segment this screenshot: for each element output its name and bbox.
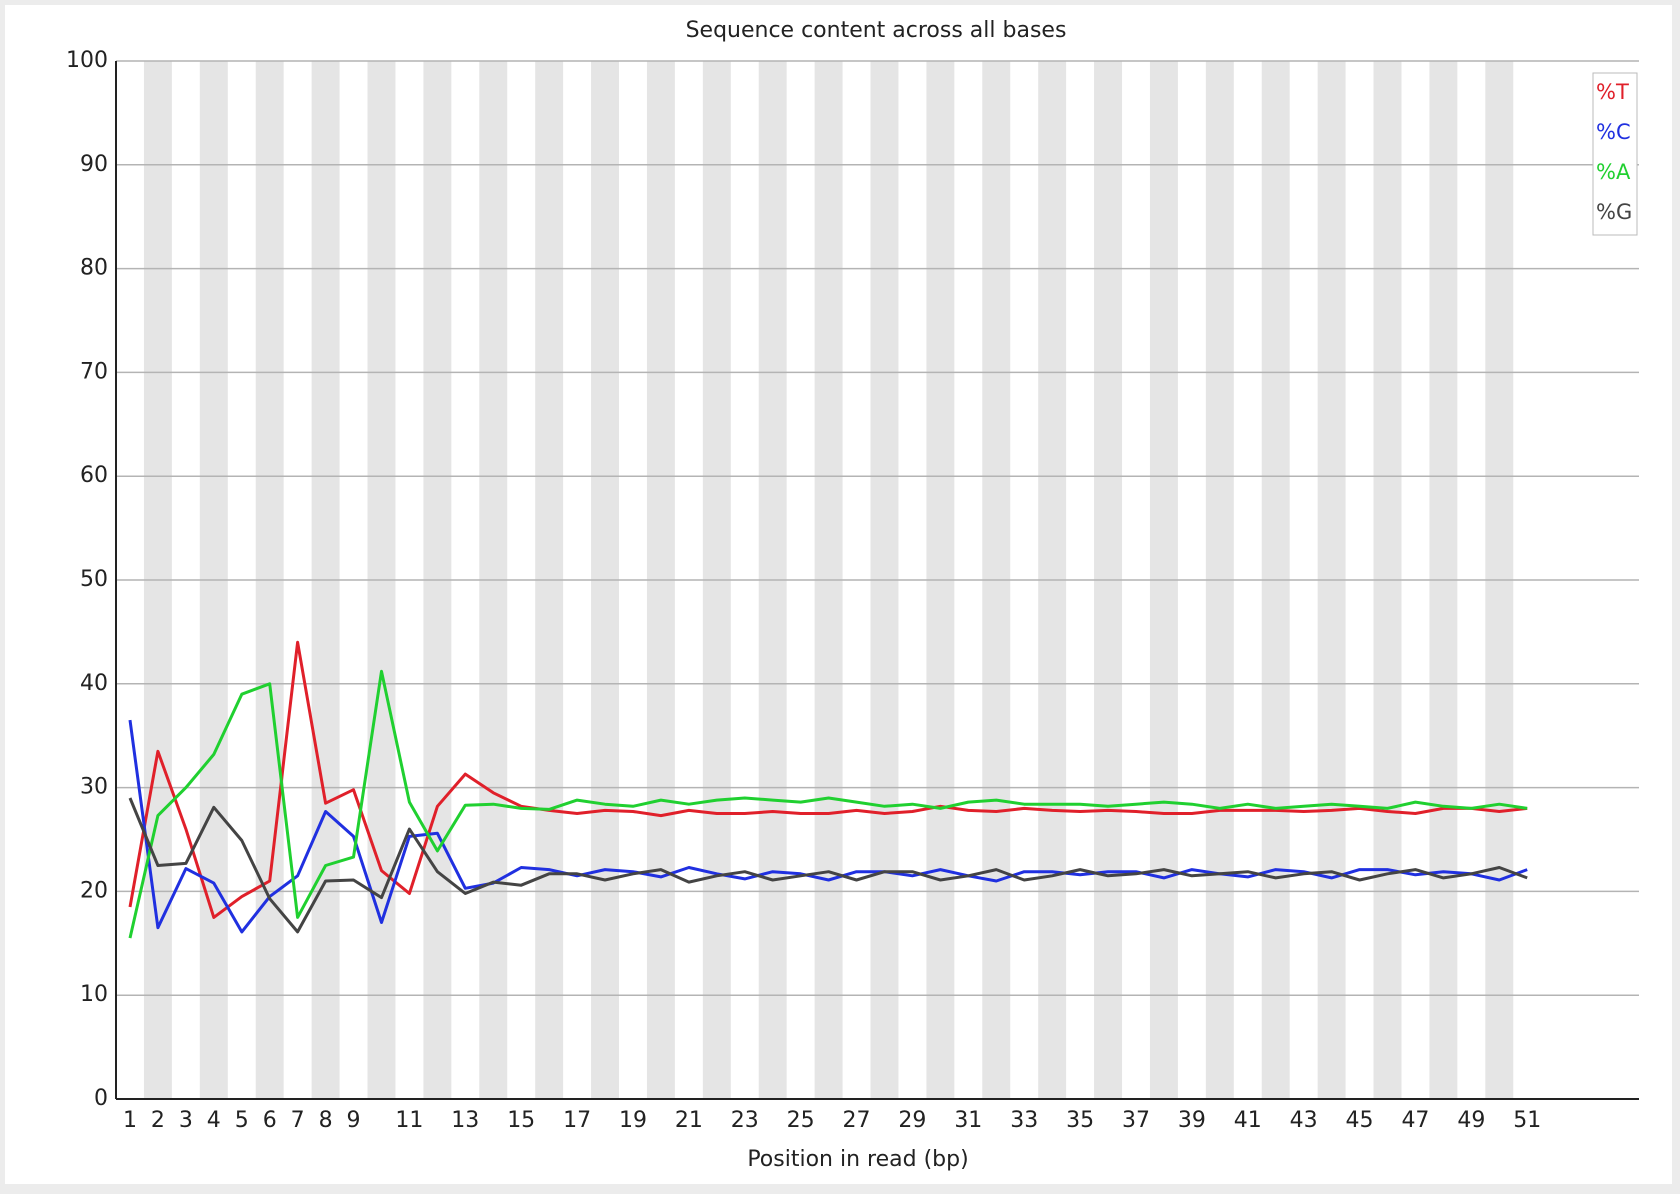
x-tick-label: 25	[787, 1108, 815, 1133]
x-tick-label: 41	[1234, 1108, 1262, 1133]
x-tick-label: 39	[1178, 1108, 1206, 1133]
y-tick-label: 20	[80, 878, 108, 903]
chart-title: Sequence content across all bases	[686, 18, 1067, 43]
y-tick-label: 40	[80, 671, 108, 696]
x-tick-label: 29	[898, 1108, 926, 1133]
x-axis-label: Position in read (bp)	[747, 1147, 968, 1172]
legend-entry: %G	[1596, 200, 1632, 224]
legend-box	[1592, 72, 1638, 236]
x-tick-label: 21	[675, 1108, 703, 1133]
y-tick-label: 0	[94, 1086, 108, 1111]
legend-entry: %C	[1596, 120, 1631, 144]
x-tick-label: 33	[1010, 1108, 1038, 1133]
y-tick-label: 80	[80, 256, 108, 281]
y-tick-label: 70	[80, 359, 108, 384]
legend-entry: %T	[1596, 80, 1629, 104]
x-tick-label: 6	[263, 1108, 277, 1133]
x-tick-label: 19	[619, 1108, 647, 1133]
x-tick-label: 11	[395, 1108, 423, 1133]
series-line	[128, 640, 1528, 919]
y-tick-label: 100	[66, 48, 108, 73]
x-tick-label: 45	[1346, 1108, 1374, 1133]
y-tick-label: 50	[80, 567, 108, 592]
x-tick-label: 49	[1457, 1108, 1485, 1133]
y-tick-label: 30	[80, 775, 108, 800]
x-tick-label: 27	[843, 1108, 871, 1133]
x-tick-label: 8	[319, 1108, 333, 1133]
x-tick-label: 51	[1513, 1108, 1541, 1133]
series-line	[128, 719, 1528, 934]
x-tick-label: 31	[954, 1108, 982, 1133]
x-tick-label: 3	[179, 1108, 193, 1133]
x-tick-label: 47	[1401, 1108, 1429, 1133]
x-tick-label: 9	[347, 1108, 361, 1133]
series-line	[128, 669, 1528, 939]
x-tick-label: 37	[1122, 1108, 1150, 1133]
x-tick-label: 43	[1290, 1108, 1318, 1133]
x-tick-label: 7	[291, 1108, 305, 1133]
y-tick-label: 60	[80, 463, 108, 488]
x-tick-label: 2	[151, 1108, 165, 1133]
legend-entry: %A	[1596, 160, 1631, 184]
series-line	[128, 797, 1528, 934]
y-tick-label: 10	[80, 982, 108, 1007]
x-tick-label: 15	[507, 1108, 535, 1133]
x-tick-label: 17	[563, 1108, 591, 1133]
x-tick-label: 23	[731, 1108, 759, 1133]
x-tick-label: 35	[1066, 1108, 1094, 1133]
x-tick-label: 5	[235, 1108, 249, 1133]
x-tick-label: 13	[451, 1108, 479, 1133]
x-tick-label: 1	[123, 1108, 137, 1133]
y-tick-label: 90	[80, 152, 108, 177]
x-tick-label: 4	[207, 1108, 221, 1133]
